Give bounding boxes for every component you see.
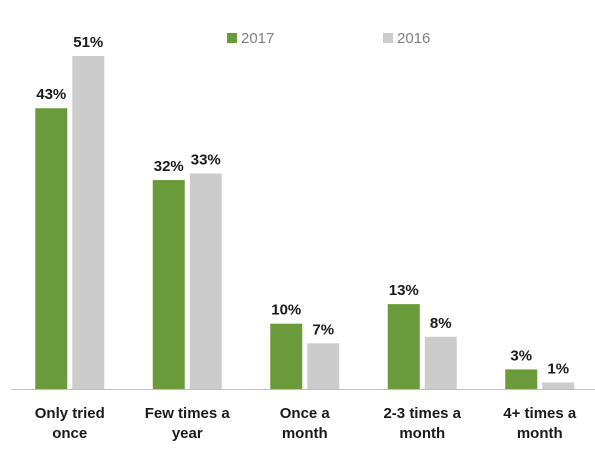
bar-2017-1 <box>152 180 185 389</box>
bar-2016-2 <box>307 343 340 389</box>
data-label-2016-4: 1% <box>547 360 569 377</box>
legend-swatch-2016 <box>383 33 393 43</box>
data-label-2016-2: 7% <box>312 321 334 338</box>
data-label-2016-1: 33% <box>191 152 221 169</box>
data-label-2017-0: 43% <box>36 86 66 103</box>
category-label-4: 4+ times a month <box>503 405 577 442</box>
bar-2017-4 <box>505 369 538 389</box>
bar-2016-1 <box>189 173 222 389</box>
category-label-2: Once a month <box>280 405 331 442</box>
category-labels: Only tried once Few times a year Once a month… <box>35 405 577 442</box>
category-label-1: Few times a year <box>145 405 231 442</box>
legend: 2017 2016 <box>227 30 430 47</box>
data-label-2016-3: 8% <box>430 315 452 332</box>
data-label-2017-4: 3% <box>510 347 532 364</box>
category-label-3: 2-3 times a month <box>383 405 461 442</box>
legend-label-2016: 2016 <box>397 30 430 47</box>
bar-2017-3 <box>387 304 420 389</box>
data-labels: 43% 51% 32% 33% 10% 7% 13% 8% 3% 1% <box>36 34 569 377</box>
data-label-2017-3: 13% <box>389 282 419 299</box>
bar-2017-0 <box>35 108 68 389</box>
category-label-0: Only tried once <box>35 405 105 442</box>
bars <box>35 56 575 389</box>
data-label-2016-0: 51% <box>73 34 103 51</box>
legend-swatch-2017 <box>227 33 237 43</box>
bar-2016-0 <box>72 56 105 389</box>
legend-label-2017: 2017 <box>241 30 274 47</box>
bar-2017-2 <box>270 323 303 389</box>
bar-2016-3 <box>424 336 457 389</box>
bar-2016-4 <box>542 382 575 389</box>
data-label-2017-2: 10% <box>271 302 301 319</box>
data-label-2017-1: 32% <box>154 158 184 175</box>
